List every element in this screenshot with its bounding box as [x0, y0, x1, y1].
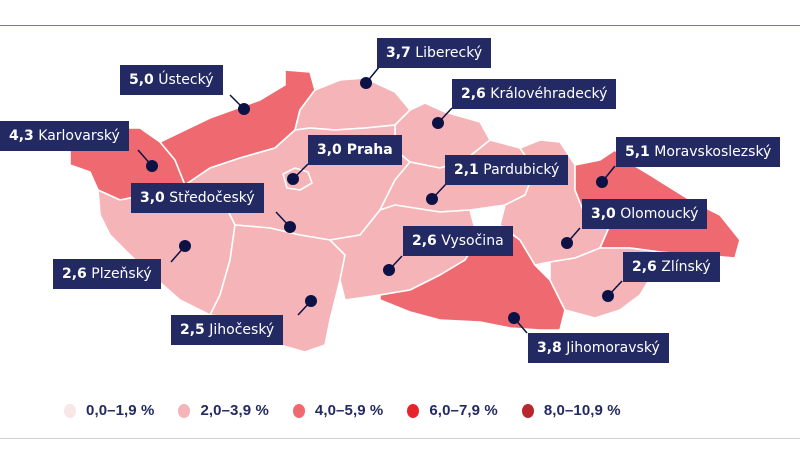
legend-item: 4,0–5,9 % [292, 402, 384, 419]
legend-item: 6,0–7,9 % [407, 402, 498, 419]
region-name: Jihočeský [209, 322, 275, 338]
marker-ustecky [238, 103, 250, 115]
region-value: 5,0 [129, 72, 154, 88]
marker-plzensky [179, 240, 191, 252]
label-moravskoslezsky: 5,1 Moravskoslezský [616, 137, 781, 167]
marker-praha [287, 173, 299, 185]
label-praha: 3,0 Praha [308, 135, 402, 165]
region-name: Zlínský [661, 259, 711, 275]
label-jihocesky: 2,5 Jihočeský [171, 315, 284, 345]
marker-vysocina [383, 264, 395, 276]
label-kralovehradecky: 2,6 Královéhradecký [452, 79, 617, 109]
region-name: Královéhradecký [490, 86, 608, 102]
legend-swatch-icon [178, 403, 191, 418]
region-value: 3,0 [591, 206, 616, 222]
region-value: 5,1 [625, 144, 650, 160]
legend-item: 8,0–10,9 % [521, 402, 621, 419]
legend: 0,0–1,9 % 2,0–3,9 % 4,0–5,9 % 6,0–7,9 % … [64, 402, 645, 419]
legend-label: 2,0–3,9 % [200, 402, 269, 419]
region-value: 2,1 [454, 162, 479, 178]
region-value: 3,0 [140, 190, 165, 206]
region-value: 4,3 [9, 128, 34, 144]
region-name: Liberecký [415, 45, 483, 61]
label-pardubicky: 2,1 Pardubický [445, 155, 569, 185]
region-value: 2,6 [412, 233, 437, 249]
legend-label: 6,0–7,9 % [429, 402, 498, 419]
marker-kralovehradecky [432, 117, 444, 129]
legend-label: 4,0–5,9 % [314, 402, 384, 419]
marker-olomoucky [561, 237, 573, 249]
region-name: Plzeňský [91, 266, 152, 282]
label-plzensky: 2,6 Plzeňský [53, 259, 161, 289]
label-stredocesky: 3,0 Středočeský [131, 183, 264, 213]
legend-item: 0,0–1,9 % [64, 402, 154, 419]
region-name: Olomoucký [620, 206, 699, 222]
label-karlovarsky: 4,3 Karlovarský [0, 121, 129, 151]
region-name: Praha [346, 142, 393, 158]
legend-swatch-icon [292, 403, 305, 418]
marker-stredocesky [284, 221, 296, 233]
marker-karlovarsky [146, 160, 158, 172]
region-name: Moravskoslezský [654, 144, 772, 160]
legend-swatch-icon [64, 403, 76, 418]
label-vysocina: 2,6 Vysočina [403, 226, 513, 256]
bottom-divider [0, 438, 800, 439]
region-value: 3,0 [317, 142, 342, 158]
region-name: Jihomoravský [566, 340, 660, 356]
region-name: Pardubický [483, 162, 560, 178]
legend-label: 8,0–10,9 % [543, 402, 621, 419]
marker-zlinsky [602, 290, 614, 302]
legend-label: 0,0–1,9 % [86, 402, 155, 419]
label-zlinsky: 2,6 Zlínský [623, 252, 720, 282]
label-olomoucky: 3,0 Olomoucký [582, 199, 708, 229]
region-name: Ústecký [158, 72, 214, 88]
marker-moravskoslezsky [596, 176, 608, 188]
region-value: 2,6 [461, 86, 486, 102]
region-name: Karlovarský [38, 128, 120, 144]
region-name: Vysočina [441, 233, 504, 249]
label-ustecky: 5,0 Ústecký [120, 65, 223, 95]
region-value: 2,5 [180, 322, 205, 338]
legend-item: 2,0–3,9 % [178, 402, 269, 419]
marker-jihomoravsky [508, 312, 520, 324]
legend-swatch-icon [407, 403, 420, 418]
region-value: 3,7 [386, 45, 411, 61]
label-liberecky: 3,7 Liberecký [377, 38, 492, 68]
marker-jihocesky [305, 295, 317, 307]
region-value: 2,6 [62, 266, 87, 282]
region-markers [146, 77, 614, 324]
region-value: 3,8 [537, 340, 562, 356]
marker-pardubicky [426, 193, 438, 205]
label-jihomoravsky: 3,8 Jihomoravský [528, 333, 669, 363]
region-name: Středočeský [169, 190, 255, 206]
top-divider [0, 25, 800, 26]
region-value: 2,6 [632, 259, 657, 275]
legend-swatch-icon [521, 403, 534, 418]
marker-liberecky [360, 77, 372, 89]
